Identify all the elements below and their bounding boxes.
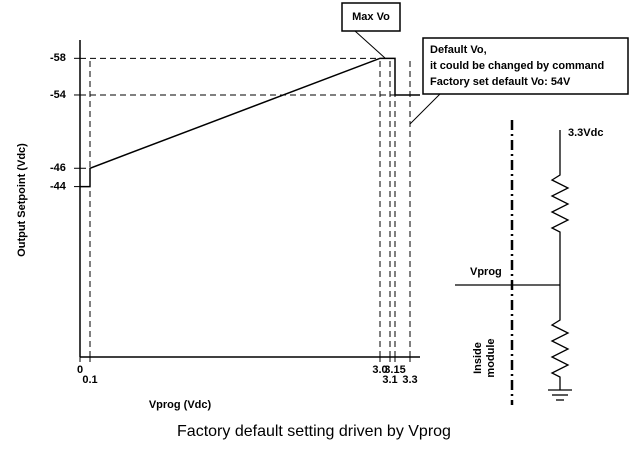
pointer [354, 30, 386, 59]
default-vo-box [422, 37, 629, 95]
max-vo-label: Max Vo [352, 11, 390, 23]
input-label: Vprog [470, 266, 502, 278]
y-axis-label: Output Setpoint (Vdc) [16, 143, 28, 257]
x-tick-label: 0 [77, 364, 83, 376]
x-axis-label: Vprog (Vdc) [149, 399, 212, 411]
default-vo-line: Default Vo, [430, 44, 487, 56]
resistor-chain [550, 130, 570, 390]
circuit [455, 120, 572, 405]
supply-label: 3.3Vdc [568, 127, 603, 139]
max-vo-box [341, 2, 401, 32]
y-tick-label: -46 [50, 162, 66, 174]
x-tick-label: 3.3 [402, 374, 417, 386]
x-tick-label: 0.1 [82, 374, 97, 386]
x-tick-label: 3.0 [372, 364, 387, 376]
line-series [80, 57, 420, 188]
y-tick-label: -58 [50, 52, 66, 64]
x-tick-label: 3.1 [382, 374, 397, 386]
default-vo-line: it could be changed by command [430, 60, 604, 72]
x-tick-label: 3.15 [384, 364, 405, 376]
caption: Factory default setting driven by Vprog [177, 423, 451, 440]
y-tick-label: -44 [50, 180, 67, 192]
region-label: module [485, 338, 497, 377]
pointer [409, 93, 441, 125]
default-vo-line: Factory set default Vo: 54V [430, 76, 571, 88]
y-tick-label: -54 [50, 89, 67, 101]
region-label: Inside [472, 342, 484, 374]
